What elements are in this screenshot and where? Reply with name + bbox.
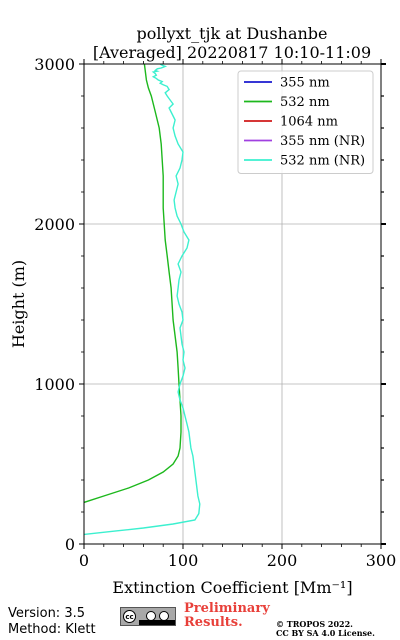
y-tick-label-0: 0: [65, 535, 75, 554]
x-tick-label-1: 100: [168, 551, 199, 570]
legend-box: [237, 70, 374, 174]
version-text: Version: 3.5: [8, 606, 85, 621]
badge-strip: [139, 620, 175, 625]
legend-label-3: 355 nm (NR): [280, 134, 365, 149]
legend-label-4: 532 nm (NR): [280, 154, 365, 169]
x-tick-label-0: 0: [79, 551, 89, 570]
method-text: Method: Klett: [8, 622, 96, 637]
series-line-4: [84, 64, 201, 536]
preliminary-line1: Preliminary: [184, 601, 270, 616]
x-tick-label-3: 300: [366, 551, 397, 570]
x-axis-label: Extinction Coefficient [Mm⁻¹]: [112, 578, 352, 597]
cc-icon: cc: [123, 610, 136, 623]
y-tick-label-2: 2000: [34, 215, 75, 234]
cc-by-sa-badge: cc: [120, 607, 176, 626]
copyright-line2: CC BY SA 4.0 License.: [276, 628, 375, 638]
x-tick-label-2: 200: [267, 551, 298, 570]
copyright-text: © TROPOS 2022. CC BY SA 4.0 License.: [276, 620, 375, 638]
legend-label-2: 1064 nm: [280, 115, 338, 130]
chart-title-line2: [Averaged] 20220817 10:10-11:09: [92, 43, 372, 62]
preliminary-results-text: Preliminary Results.: [184, 602, 270, 630]
series-line-1: [84, 64, 182, 504]
plot-frame: [83, 63, 382, 545]
legend-label-1: 532 nm: [280, 95, 330, 110]
copyright-line1: © TROPOS 2022.: [276, 619, 353, 629]
legend-label-0: 355 nm: [280, 76, 330, 91]
y-tick-label-1: 1000: [34, 375, 75, 394]
preliminary-line2: Results.: [184, 615, 243, 630]
y-tick-label-3: 3000: [34, 55, 75, 74]
chart-title-line1: pollyxt_tjk at Dushanbe: [136, 24, 328, 43]
y-axis-label: Height (m): [9, 260, 28, 348]
